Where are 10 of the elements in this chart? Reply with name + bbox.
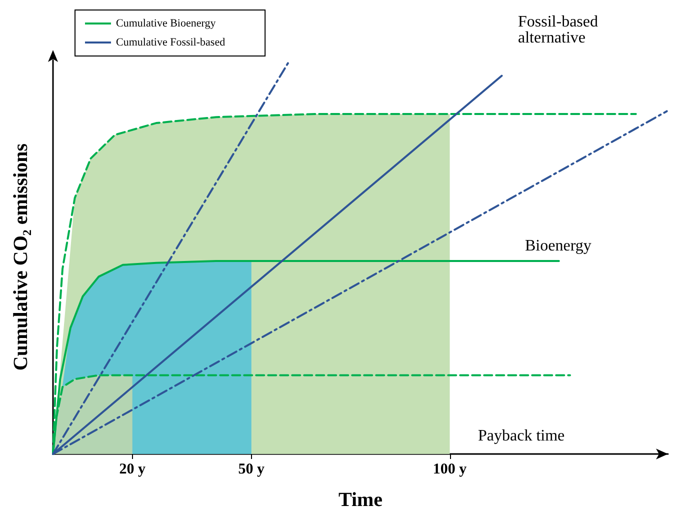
legend-label: Cumulative Fossil-based bbox=[116, 36, 226, 48]
annotation: Payback time bbox=[478, 428, 565, 444]
x-tick-label: 20 y bbox=[119, 462, 146, 478]
x-tick-label: 50 y bbox=[238, 462, 266, 478]
x-axis-title: Time bbox=[338, 489, 383, 511]
x-tick-label: 100 y bbox=[432, 462, 468, 478]
y-axis-title: Cumulative CO₂ emissions bbox=[10, 143, 32, 371]
legend-label: Cumulative Bioenergy bbox=[116, 18, 216, 30]
text: Fossil-based alternative bbox=[518, 14, 602, 46]
annotation: Bioenergy bbox=[525, 238, 592, 254]
